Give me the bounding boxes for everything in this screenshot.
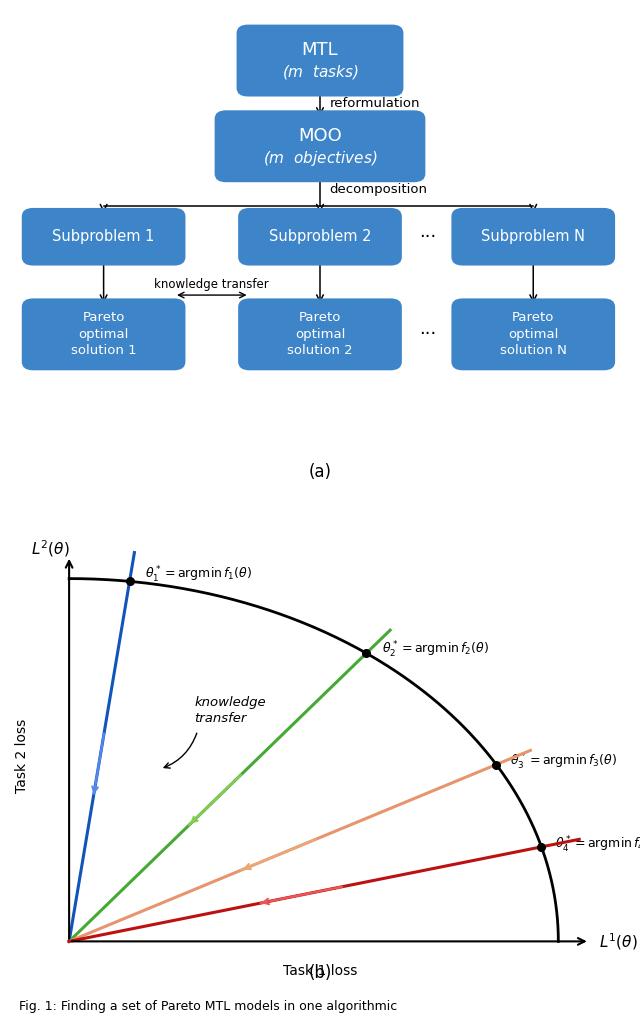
Text: (a): (a) [308,464,332,482]
FancyBboxPatch shape [238,298,402,371]
Text: Task 2 loss: Task 2 loss [15,719,29,792]
Text: decomposition: decomposition [330,183,428,196]
Text: (b): (b) [308,964,332,982]
FancyBboxPatch shape [214,110,426,182]
Text: Pareto
optimal
solution N: Pareto optimal solution N [500,311,566,357]
Text: ···: ··· [419,326,436,343]
Text: $\theta_4^* = \mathrm{argmin}\, f_4(\theta)$: $\theta_4^* = \mathrm{argmin}\, f_4(\the… [556,834,640,855]
Text: $\theta_3^* = \mathrm{argmin}\, f_3(\theta)$: $\theta_3^* = \mathrm{argmin}\, f_3(\the… [510,752,617,772]
Text: $L^2(\theta)$: $L^2(\theta)$ [31,539,70,560]
Text: Pareto
optimal
solution 2: Pareto optimal solution 2 [287,311,353,357]
Text: ($m$  objectives): ($m$ objectives) [263,149,377,167]
Text: ($m$  tasks): ($m$ tasks) [282,63,358,82]
FancyBboxPatch shape [238,208,402,265]
Text: Subproblem 1: Subproblem 1 [52,230,155,244]
FancyBboxPatch shape [451,208,615,265]
Text: Fig. 1: Finding a set of Pareto MTL models in one algorithmic: Fig. 1: Finding a set of Pareto MTL mode… [19,1000,397,1013]
Text: $\theta_2^* = \mathrm{argmin}\, f_2(\theta)$: $\theta_2^* = \mathrm{argmin}\, f_2(\the… [382,639,489,660]
FancyBboxPatch shape [451,298,615,371]
FancyBboxPatch shape [22,208,186,265]
Text: Task 1 loss: Task 1 loss [283,964,357,978]
Text: Pareto
optimal
solution 1: Pareto optimal solution 1 [71,311,136,357]
Text: Subproblem N: Subproblem N [481,230,585,244]
Text: $L^1(\theta)$: $L^1(\theta)$ [599,931,638,952]
FancyBboxPatch shape [22,298,186,371]
FancyBboxPatch shape [237,25,403,97]
Text: ···: ··· [419,228,436,246]
Text: knowledge
transfer: knowledge transfer [195,695,266,725]
Text: reformulation: reformulation [330,97,420,110]
Text: MOO: MOO [298,127,342,145]
Text: MTL: MTL [301,41,339,59]
Text: knowledge transfer: knowledge transfer [154,279,269,291]
Text: Subproblem 2: Subproblem 2 [269,230,371,244]
Text: $\theta_1^* = \mathrm{argmin}\, f_1(\theta)$: $\theta_1^* = \mathrm{argmin}\, f_1(\the… [145,565,252,585]
